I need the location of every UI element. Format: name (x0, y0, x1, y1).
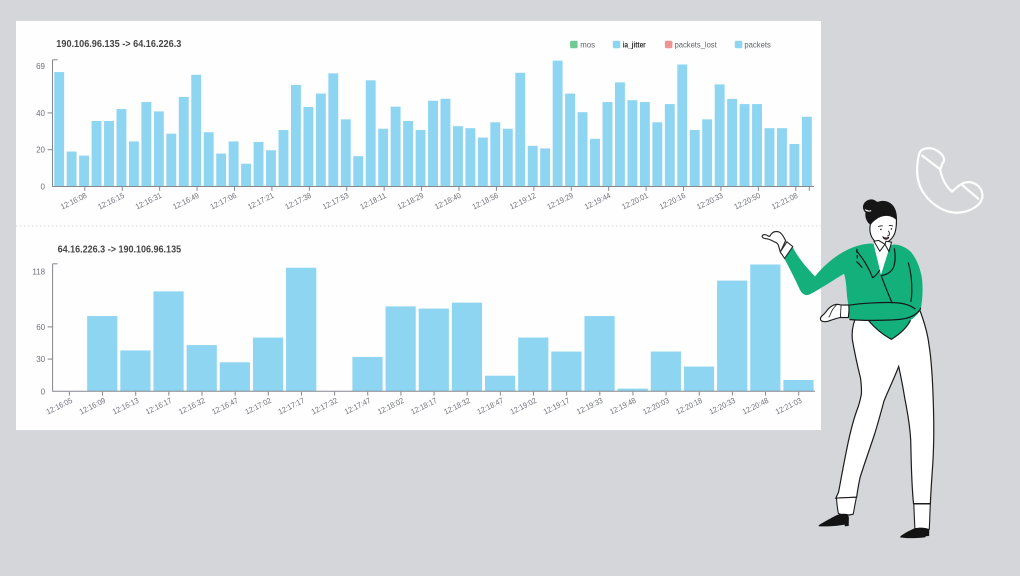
svg-text:40: 40 (36, 109, 45, 118)
svg-text:69: 69 (36, 62, 45, 71)
svg-text:mos: mos (580, 40, 595, 50)
svg-text:packets_lost: packets_lost (675, 40, 718, 50)
svg-text:20: 20 (36, 146, 45, 155)
svg-text:packets: packets (744, 40, 770, 50)
svg-text:0: 0 (41, 387, 46, 396)
svg-text:190.106.96.135 -> 64.16.226.3: 190.106.96.135 -> 64.16.226.3 (56, 38, 181, 50)
svg-text:30: 30 (36, 355, 45, 364)
svg-text:ia_jitter: ia_jitter (623, 40, 646, 50)
svg-text:64.16.226.3 -> 190.106.96.135: 64.16.226.3 -> 190.106.96.135 (58, 244, 182, 256)
svg-text:60: 60 (36, 323, 45, 332)
svg-text:118: 118 (32, 267, 45, 276)
svg-text:0: 0 (41, 183, 46, 192)
